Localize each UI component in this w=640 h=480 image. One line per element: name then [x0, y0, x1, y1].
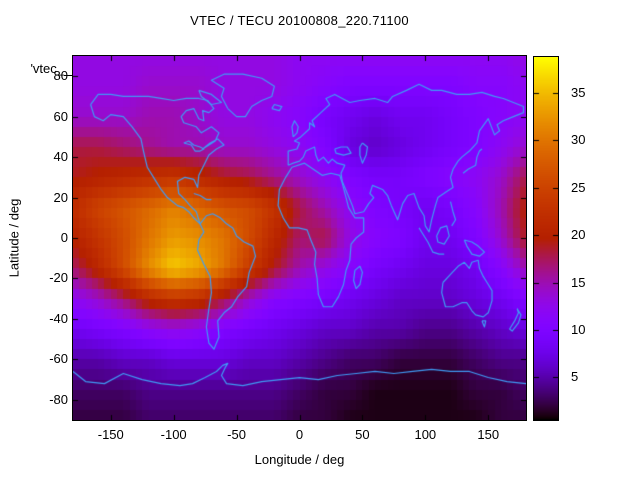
- x-tick-label: 150: [477, 427, 500, 442]
- key-sample-line: [64, 75, 72, 76]
- vtec-heatmap-canvas: [73, 56, 526, 420]
- x-tick-label: -100: [160, 427, 187, 442]
- y-tick-label: 20: [53, 189, 68, 205]
- colorbar-tick-label: 20: [571, 227, 586, 243]
- x-axis-label: Longitude / deg: [254, 452, 345, 467]
- colorbar-tick-label: 5: [571, 369, 579, 385]
- x-tick-label: 50: [355, 427, 370, 442]
- colorbar-tick-label: 25: [571, 179, 586, 195]
- x-tick-label: 100: [414, 427, 437, 442]
- colorbar-tick-label: 10: [571, 321, 586, 337]
- x-tick-label: 0: [295, 427, 304, 442]
- plot-area: [72, 55, 527, 421]
- y-tick-label: -20: [49, 270, 68, 286]
- y-tick-label: -60: [49, 351, 68, 367]
- colorbar: [533, 56, 559, 421]
- colorbar-canvas: [534, 57, 558, 420]
- y-tick-label: 0: [60, 230, 68, 245]
- colorbar-tick-label: 30: [571, 132, 586, 148]
- y-tick-label: 40: [53, 149, 68, 165]
- x-tick-label: -50: [227, 427, 246, 442]
- x-tick-label: -150: [97, 427, 124, 442]
- colorbar-tick-label: 35: [571, 85, 586, 101]
- y-tick-label: -80: [49, 391, 68, 407]
- y-tick-label: 60: [53, 108, 68, 124]
- chart-title: VTEC / TECU 20100808_220.71100: [190, 13, 409, 28]
- key-label: 'vtec_: [30, 61, 64, 76]
- colorbar-tick-label: 15: [571, 274, 586, 290]
- y-tick-label: -40: [49, 310, 68, 326]
- y-tick-label: 80: [53, 68, 68, 84]
